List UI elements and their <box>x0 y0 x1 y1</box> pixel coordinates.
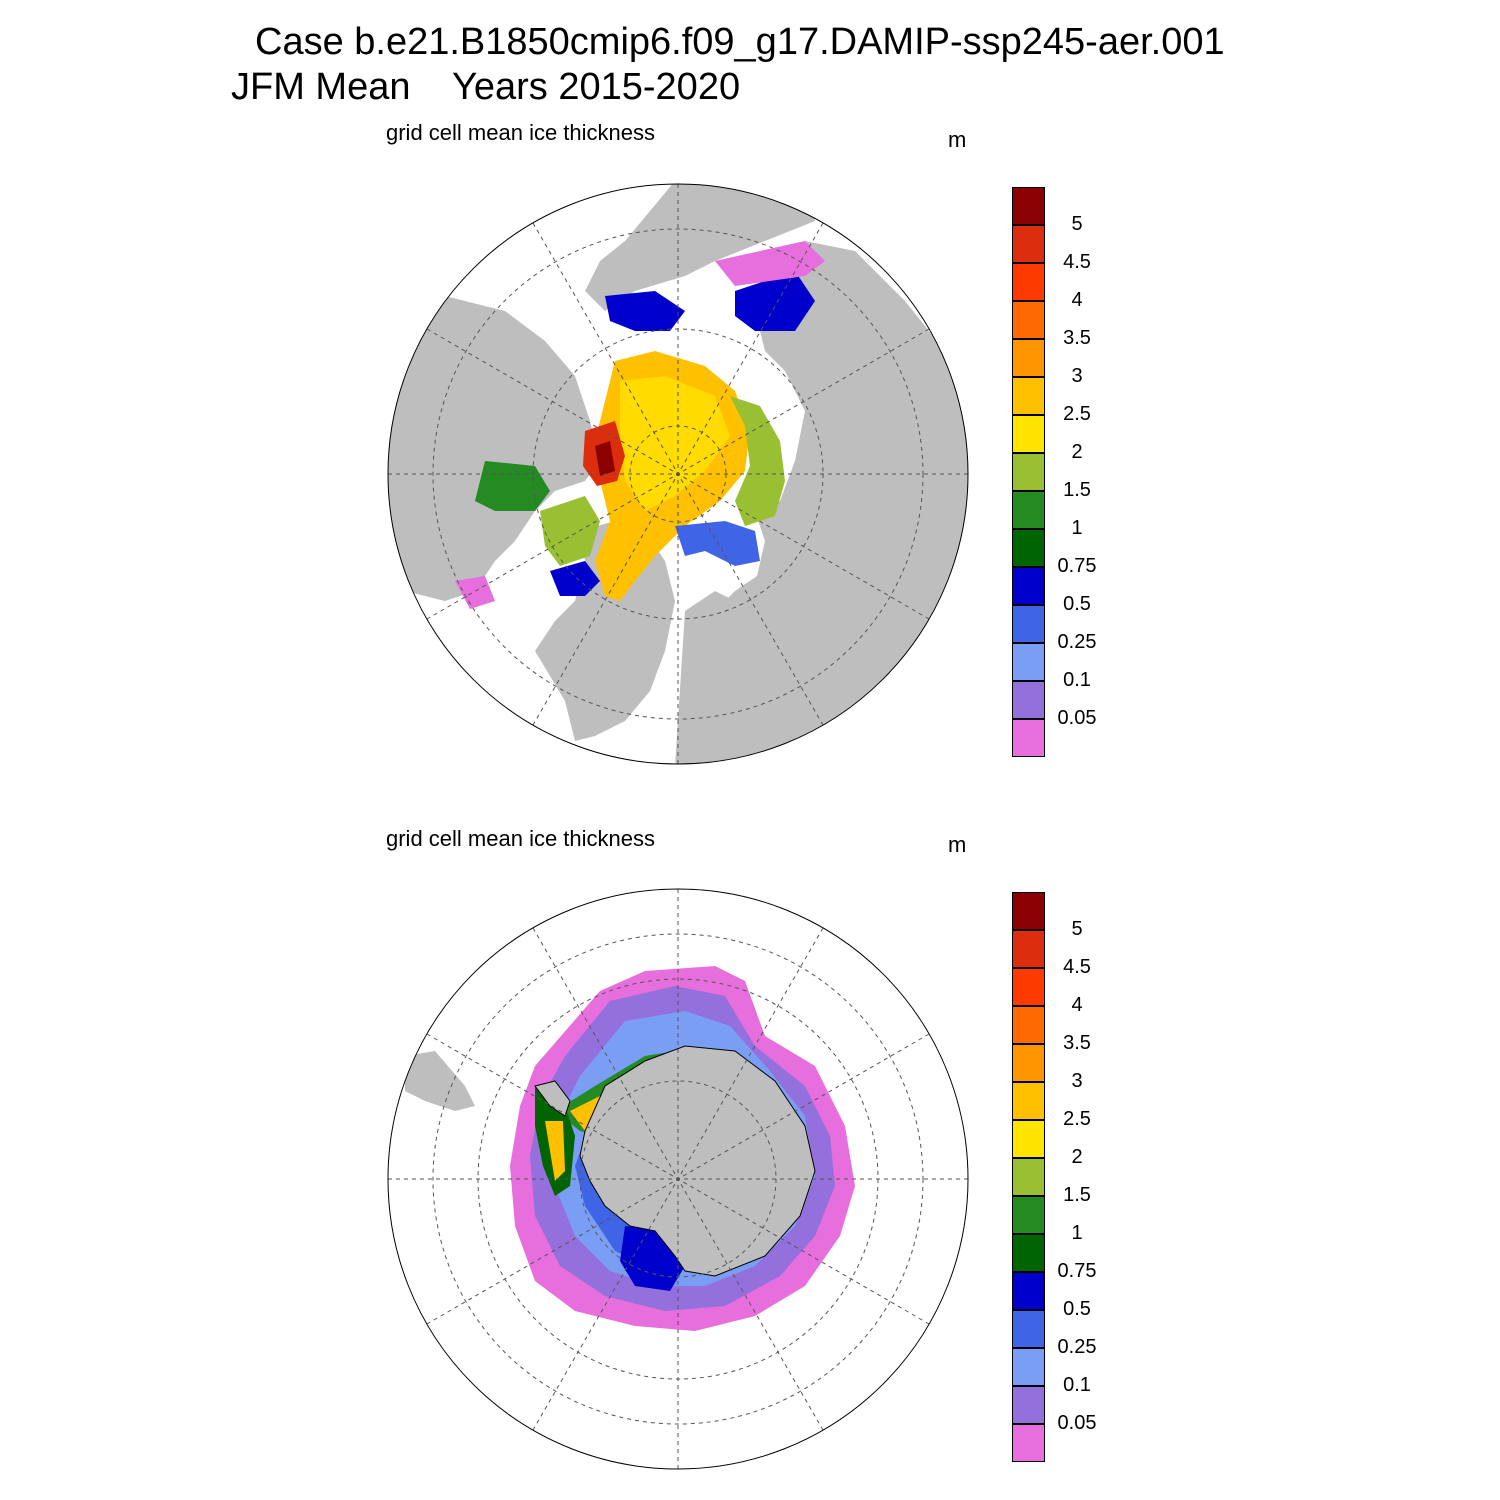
colorbar-label: 1 <box>1071 1222 1083 1244</box>
colorbar-label: 1 <box>1071 517 1083 539</box>
colorbar-swatch <box>1012 187 1045 225</box>
panel1-subtitle: grid cell mean ice thickness <box>386 120 656 145</box>
panel2-subtitle: grid cell mean ice thickness <box>386 826 656 851</box>
antarctic-peninsula-land <box>534 1080 571 1117</box>
colorbar-label: 2 <box>1071 1146 1083 1168</box>
colorbar-swatch <box>1012 719 1045 757</box>
colorbar-label: 4 <box>1071 994 1083 1016</box>
europe-land <box>675 591 745 764</box>
colorbar-label: 0.25 <box>1057 631 1097 653</box>
okhotsk-ice <box>605 291 685 331</box>
colorbar-label: 2 <box>1071 441 1083 463</box>
colorbar-label: 5 <box>1071 213 1083 235</box>
colorbar-label: 3 <box>1071 365 1083 387</box>
barents-edge-ice <box>675 521 760 566</box>
asia-east-land <box>585 184 815 311</box>
colorbar-swatch <box>1012 1310 1045 1348</box>
antarctic-ice-thickness-map <box>387 888 969 1470</box>
graticule <box>388 184 968 764</box>
colorbar-label: 4.5 <box>1063 251 1091 273</box>
antarctica-land <box>579 1045 816 1277</box>
south-america-land <box>405 1051 475 1111</box>
colorbar-swatch <box>1012 491 1045 529</box>
colorbar-swatch <box>1012 1348 1045 1386</box>
colorbar-swatch <box>1012 1196 1045 1234</box>
figure-title-case: Case b.e21.B1850cmip6.f09_g17.DAMIP-ssp2… <box>255 21 1225 63</box>
colorbar-swatch <box>1012 1120 1045 1158</box>
colorbar-swatch <box>1012 1158 1045 1196</box>
colorbar-swatch <box>1012 415 1045 453</box>
colorbar-label: 0.5 <box>1063 593 1091 615</box>
colorbar-swatch <box>1012 339 1045 377</box>
colorbar-label: 1.5 <box>1063 479 1091 501</box>
colorbar-swatch <box>1012 930 1045 968</box>
colorbar-label: 5 <box>1071 918 1083 940</box>
colorbar-swatch <box>1012 567 1045 605</box>
colorbar-swatch <box>1012 453 1045 491</box>
siberian-shelf-ice <box>730 396 785 526</box>
colorbar-swatch <box>1012 605 1045 643</box>
central-arctic-thick-ice <box>620 376 730 511</box>
colorbar-label: 3.5 <box>1063 327 1091 349</box>
colorbar-label: 2.5 <box>1063 403 1091 425</box>
colorbar-swatch <box>1012 968 1045 1006</box>
colorbar-label: 0.5 <box>1063 1298 1091 1320</box>
north-america-land <box>675 241 968 764</box>
colorbar-label: 0.75 <box>1057 555 1097 577</box>
colorbar-label: 0.1 <box>1063 1374 1091 1396</box>
colorbar-swatch <box>1012 1044 1045 1082</box>
colorbar-label: 4 <box>1071 289 1083 311</box>
colorbar-label: 1.5 <box>1063 1184 1091 1206</box>
colorbar-swatch <box>1012 1234 1045 1272</box>
colorbar-swatch <box>1012 1424 1045 1462</box>
colorbar-label: 2.5 <box>1063 1108 1091 1130</box>
panel1-units: m <box>948 127 967 152</box>
eurasia-land <box>388 296 600 601</box>
colorbar-swatch <box>1012 1386 1045 1424</box>
colorbar-label: 0.75 <box>1057 1260 1097 1282</box>
figure-title-period: JFM Mean Years 2015-2020 <box>231 66 741 108</box>
colorbar-swatch <box>1012 1006 1045 1044</box>
colorbar-label: 4.5 <box>1063 956 1091 978</box>
colorbar-label: 0.1 <box>1063 669 1091 691</box>
arctic-ice-thickness-map <box>387 183 969 765</box>
colorbar-label: 0.05 <box>1057 707 1097 729</box>
bering-ice <box>735 271 815 331</box>
colorbar-swatch <box>1012 225 1045 263</box>
colorbar-swatch <box>1012 1082 1045 1120</box>
colorbar-swatch <box>1012 529 1045 567</box>
colorbar-swatch <box>1012 263 1045 301</box>
colorbar-swatch <box>1012 681 1045 719</box>
colorbar-label: 0.25 <box>1057 1336 1097 1358</box>
panel2-colorbar: 5 4.5 4 3.5 3 2.5 2 1.5 1 0.75 0.5 0.25 0.1 0.05 <box>1012 892 1112 1472</box>
colorbar-swatch <box>1012 1272 1045 1310</box>
labrador-edge-ice <box>550 561 600 596</box>
panel2-units: m <box>948 832 967 857</box>
colorbar-swatch <box>1012 301 1045 339</box>
graticule <box>388 889 968 1469</box>
colorbar-label: 3 <box>1071 1070 1083 1092</box>
colorbar-swatch <box>1012 377 1045 415</box>
colorbar-swatch <box>1012 892 1045 930</box>
greenland-land <box>535 521 675 741</box>
colorbar-label: 3.5 <box>1063 1032 1091 1054</box>
colorbar-swatch <box>1012 643 1045 681</box>
panel1-colorbar: 5 4.5 4 3.5 3 2.5 2 1.5 1 0.75 0.5 0.25 0.1 0.05 <box>1012 187 1112 767</box>
hudson-bay-ice <box>540 496 600 566</box>
colorbar-label: 0.05 <box>1057 1412 1097 1434</box>
